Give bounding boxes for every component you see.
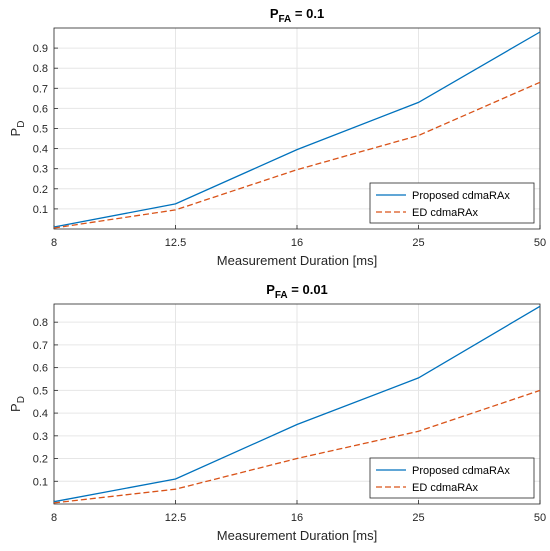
- x-tick-label: 50: [534, 512, 546, 524]
- y-tick-label: 0.3: [33, 164, 48, 176]
- y-tick-label: 0.7: [33, 340, 48, 352]
- x-tick-label: 16: [291, 512, 303, 524]
- title-subscript: FA: [275, 290, 288, 301]
- title-subscript: FA: [279, 14, 292, 25]
- y-tick-label: 0.8: [33, 63, 48, 75]
- legend-box: [369, 182, 535, 224]
- y-tick-label: 0.5: [33, 385, 48, 397]
- y-tick-label: 0.2: [33, 454, 48, 466]
- legend-label-proposed: Proposed cdmaRAx: [412, 465, 510, 477]
- title-value: = 0.1: [291, 6, 324, 21]
- legend: Proposed cdmaRAx ED cdmaRAx: [369, 182, 535, 224]
- y-tick-label: 0.1: [33, 476, 48, 488]
- y-tick-label: 0.6: [33, 363, 48, 375]
- x-tick-label: 12.5: [165, 237, 186, 249]
- series-line-proposed: [53, 31, 541, 228]
- chart-top: 8 12.5 16 25 500.10.20.30.40.50.60.70.80.9PF…: [8, 6, 546, 268]
- y-tick-label: 0.4: [33, 144, 48, 156]
- y-tick-label: 0.6: [33, 103, 48, 115]
- y-axis-label: PD: [8, 396, 27, 412]
- y-label-symbol: P: [8, 128, 23, 137]
- y-label-subscript: D: [16, 121, 27, 128]
- axes-box: [53, 27, 541, 230]
- series-line-proposed: [53, 305, 541, 503]
- legend-label-proposed: Proposed cdmaRAx: [412, 190, 510, 202]
- y-tick-label: 0.5: [33, 124, 48, 136]
- chart-title: PFA = 0.1: [270, 6, 324, 25]
- x-tick-label: 16: [291, 237, 303, 249]
- series-line-ed: [53, 81, 541, 229]
- legend-label-ed: ED cdmaRAx: [412, 482, 479, 494]
- legend: Proposed cdmaRAx ED cdmaRAx: [369, 457, 535, 499]
- y-tick-label: 0.1: [33, 204, 48, 216]
- legend-label-ed: ED cdmaRAx: [412, 207, 479, 219]
- x-tick-label: 25: [412, 512, 424, 524]
- legend-box: [369, 457, 535, 499]
- x-tick-label: 8: [51, 237, 57, 249]
- y-tick-label: 0.4: [33, 408, 48, 420]
- x-tick-label: 12.5: [165, 512, 186, 524]
- y-label-symbol: P: [8, 403, 23, 412]
- chart-title: PFA = 0.01: [266, 282, 328, 301]
- title-symbol: P: [270, 6, 279, 21]
- y-tick-label: 0.3: [33, 431, 48, 443]
- x-axis-label: Measurement Duration [ms]: [217, 528, 377, 543]
- x-axis-label: Measurement Duration [ms]: [217, 253, 377, 268]
- y-label-subscript: D: [16, 396, 27, 403]
- y-tick-label: 0.2: [33, 184, 48, 196]
- x-tick-label: 25: [412, 237, 424, 249]
- title-value: = 0.01: [288, 282, 328, 297]
- x-tick-label: 50: [534, 237, 546, 249]
- y-axis-label: PD: [8, 121, 27, 137]
- x-tick-label: 8: [51, 512, 57, 524]
- y-tick-label: 0.9: [33, 43, 48, 55]
- title-symbol: P: [266, 282, 275, 297]
- y-tick-label: 0.7: [33, 83, 48, 95]
- axes-box: [53, 303, 541, 505]
- series-line-ed: [53, 389, 541, 504]
- y-tick-label: 0.8: [33, 317, 48, 329]
